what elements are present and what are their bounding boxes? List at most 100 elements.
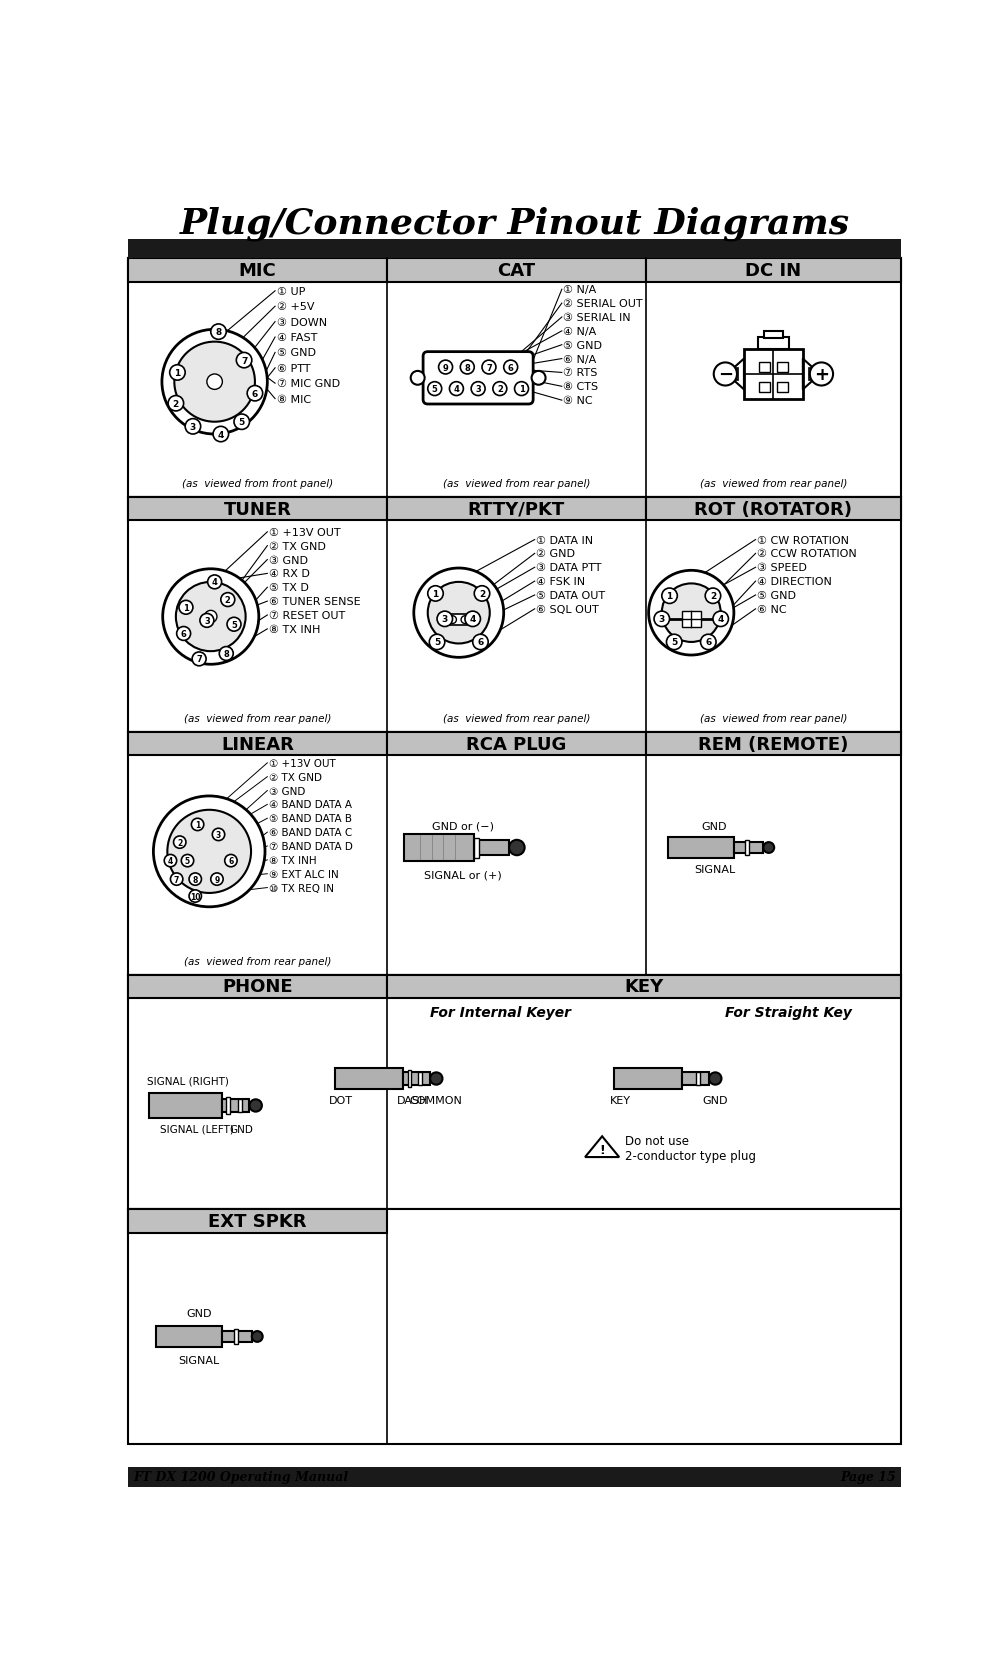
Bar	[695, 1072, 699, 1085]
Bar	[226, 1097, 230, 1114]
Text: 3: 3	[204, 617, 210, 625]
Circle shape	[700, 635, 715, 650]
Bar	[127, 497, 387, 521]
Text: ① CW ROTATION: ① CW ROTATION	[756, 536, 849, 546]
Text: SIGNAL (RIGHT): SIGNAL (RIGHT)	[146, 1077, 229, 1087]
Text: 7: 7	[196, 655, 202, 664]
Text: (as  viewed from front panel): (as viewed from front panel)	[182, 479, 333, 489]
Text: (as  viewed from rear panel): (as viewed from rear panel)	[442, 714, 590, 724]
Circle shape	[153, 796, 265, 907]
Circle shape	[531, 371, 545, 385]
Bar	[387, 259, 645, 282]
Bar	[733, 843, 762, 853]
Text: LINEAR: LINEAR	[221, 736, 294, 753]
Circle shape	[177, 627, 191, 642]
Text: 1: 1	[519, 385, 524, 393]
Bar	[404, 835, 473, 862]
Text: 1: 1	[175, 368, 181, 378]
Text: ③ GND: ③ GND	[269, 554, 308, 564]
Bar	[418, 1072, 422, 1085]
Circle shape	[509, 840, 525, 855]
Text: 1: 1	[183, 603, 189, 613]
Circle shape	[170, 366, 185, 381]
Text: ① +13V OUT: ① +13V OUT	[269, 528, 340, 538]
Text: 4: 4	[469, 615, 475, 623]
Circle shape	[161, 329, 267, 435]
Text: DOT: DOT	[329, 1095, 353, 1105]
Text: Do not use
2-conductor type plug: Do not use 2-conductor type plug	[625, 1134, 755, 1163]
Circle shape	[515, 383, 528, 396]
Circle shape	[221, 593, 235, 606]
Circle shape	[175, 343, 255, 422]
Text: (as  viewed from rear panel): (as viewed from rear panel)	[699, 479, 847, 489]
Circle shape	[410, 371, 424, 385]
Text: +: +	[813, 366, 828, 383]
Polygon shape	[585, 1137, 619, 1158]
Circle shape	[712, 612, 728, 627]
Text: 1: 1	[195, 820, 200, 830]
Text: 8: 8	[216, 328, 222, 338]
Circle shape	[492, 383, 507, 396]
Text: Page 15: Page 15	[840, 1470, 895, 1483]
Circle shape	[460, 617, 468, 623]
Text: ② +5V: ② +5V	[277, 302, 314, 312]
Circle shape	[413, 568, 504, 659]
Bar	[613, 1068, 681, 1090]
Text: 5: 5	[433, 638, 439, 647]
Text: ⑤ TX D: ⑤ TX D	[269, 583, 309, 593]
Circle shape	[648, 571, 733, 655]
Bar	[743, 349, 802, 400]
Text: CAT: CAT	[496, 262, 535, 281]
Circle shape	[208, 576, 222, 590]
Text: 4: 4	[168, 857, 173, 865]
Text: ④ FSK IN: ④ FSK IN	[536, 576, 585, 586]
Circle shape	[473, 586, 489, 601]
Circle shape	[708, 1074, 721, 1085]
Text: ④ RX D: ④ RX D	[269, 570, 310, 580]
Text: REM (REMOTE): REM (REMOTE)	[697, 736, 848, 753]
Text: 6: 6	[476, 638, 483, 647]
Text: ⑤ GND: ⑤ GND	[756, 591, 795, 601]
Text: (as  viewed from rear panel): (as viewed from rear panel)	[442, 479, 590, 489]
Text: ⑦ MIC GND: ⑦ MIC GND	[277, 380, 339, 390]
Text: FT DX 1200 Operating Manual: FT DX 1200 Operating Manual	[133, 1470, 348, 1483]
Text: (as  viewed from rear panel): (as viewed from rear panel)	[184, 956, 331, 966]
Bar	[402, 1074, 429, 1085]
Circle shape	[653, 612, 669, 627]
Text: GND: GND	[187, 1309, 212, 1319]
Bar	[156, 1326, 222, 1347]
Circle shape	[472, 635, 487, 650]
Circle shape	[179, 601, 193, 615]
Text: KEY: KEY	[624, 978, 663, 996]
Bar	[758, 363, 768, 373]
Text: 7: 7	[174, 875, 180, 884]
Circle shape	[182, 855, 194, 867]
Text: 2: 2	[177, 838, 183, 847]
Text: 9: 9	[214, 875, 220, 884]
Bar	[758, 383, 768, 393]
Text: KEY: KEY	[609, 1095, 630, 1105]
Text: (as  viewed from rear panel): (as viewed from rear panel)	[184, 714, 331, 724]
Bar	[127, 1468, 901, 1487]
Bar	[745, 840, 748, 855]
Circle shape	[252, 1331, 263, 1342]
Bar	[442, 615, 473, 625]
Text: 1: 1	[666, 591, 672, 601]
Text: 9: 9	[442, 363, 448, 373]
Bar	[645, 497, 901, 521]
Text: ② CCW ROTATION: ② CCW ROTATION	[756, 549, 856, 559]
Circle shape	[205, 612, 217, 623]
Circle shape	[189, 874, 202, 885]
Circle shape	[174, 837, 186, 848]
Circle shape	[192, 652, 206, 667]
Circle shape	[225, 855, 237, 867]
Circle shape	[504, 361, 518, 375]
Text: ① +13V OUT: ① +13V OUT	[269, 758, 335, 768]
Circle shape	[211, 324, 226, 339]
Circle shape	[429, 1074, 442, 1085]
Circle shape	[427, 586, 442, 601]
Text: For Straight Key: For Straight Key	[725, 1005, 852, 1020]
Circle shape	[219, 647, 233, 660]
Bar	[127, 974, 901, 1210]
Text: ⑥ TUNER SENSE: ⑥ TUNER SENSE	[269, 596, 360, 606]
